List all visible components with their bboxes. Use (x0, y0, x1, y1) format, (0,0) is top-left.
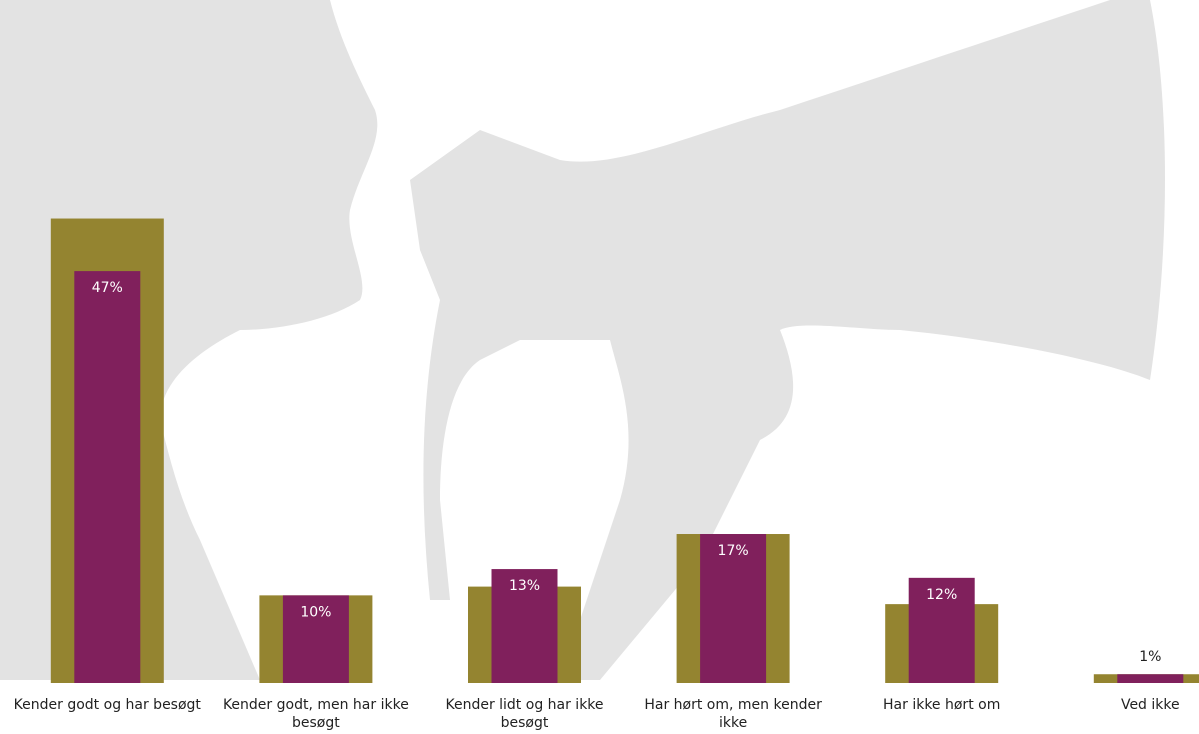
bar (491, 569, 558, 683)
x-tick-label: Kender lidt og har ikke besøgt (445, 697, 604, 731)
value-label: 10% (300, 604, 331, 620)
bar (282, 595, 349, 683)
x-tick-label: Kender godt og har besøgt (13, 697, 201, 713)
bar (1117, 674, 1184, 683)
x-tick-label: Har ikke hørt om (883, 697, 1001, 713)
value-label: 47% (92, 280, 123, 296)
bar (74, 271, 141, 683)
bar (908, 577, 975, 683)
value-label: 17% (718, 543, 749, 559)
background-silhouette (0, 0, 1165, 680)
x-tick-label: Har hørt om, men kender ikke (644, 697, 822, 731)
x-tick-label: Ved ikke (1120, 697, 1180, 713)
value-label: 12% (926, 587, 957, 603)
value-label: 1% (1139, 649, 1161, 665)
bar (700, 534, 767, 683)
x-tick-label: Kender godt, men har ikke besøgt (222, 697, 409, 731)
value-label: 13% (509, 578, 540, 594)
